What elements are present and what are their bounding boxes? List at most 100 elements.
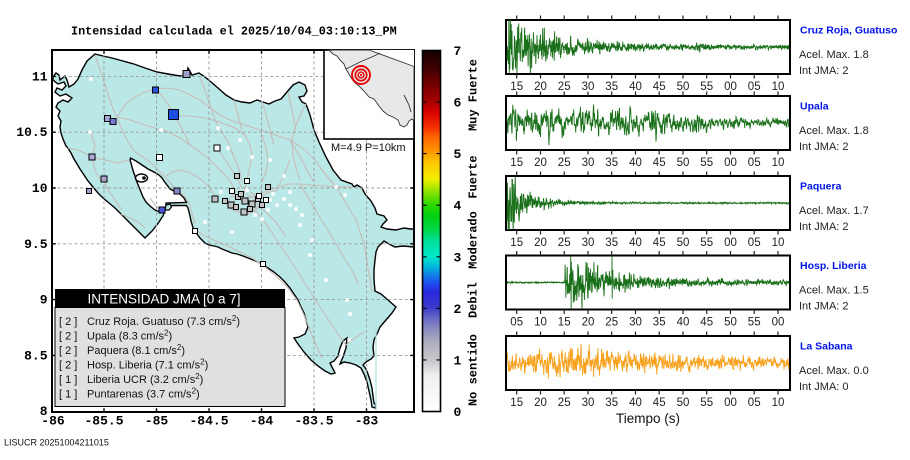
svg-text:55: 55 <box>700 397 713 409</box>
svg-text:45: 45 <box>653 397 666 409</box>
svg-text:40: 40 <box>677 317 690 329</box>
svg-text:-85: -85 <box>145 414 169 429</box>
svg-text:-85.5: -85.5 <box>84 414 123 429</box>
svg-text:15: 15 <box>510 397 523 409</box>
svg-text:LISUCR 20251004211015: LISUCR 20251004211015 <box>4 438 109 448</box>
svg-text:8.5: 8.5 <box>24 348 48 363</box>
svg-text:[ 2 ]: [ 2 ] <box>59 331 77 343</box>
svg-text:40: 40 <box>629 157 642 169</box>
svg-text:Int JMA: 0: Int JMA: 0 <box>799 381 849 393</box>
svg-text:7: 7 <box>454 44 462 59</box>
svg-text:05: 05 <box>748 81 761 93</box>
svg-text:No sentido: No sentido <box>467 334 481 406</box>
svg-text:35: 35 <box>605 397 618 409</box>
svg-text:Acel. Max. 1.7: Acel. Max. 1.7 <box>799 205 869 217</box>
svg-text:50: 50 <box>677 237 690 249</box>
svg-text:Acel. Max. 0.0: Acel. Max. 0.0 <box>799 365 869 377</box>
svg-text:4: 4 <box>454 199 462 214</box>
svg-text:Liberia UCR (3.2 cm/s2): Liberia UCR (3.2 cm/s2) <box>87 372 203 386</box>
svg-text:35: 35 <box>605 237 618 249</box>
svg-text:05: 05 <box>748 157 761 169</box>
svg-text:25: 25 <box>605 317 618 329</box>
svg-text:30: 30 <box>582 397 595 409</box>
svg-text:50: 50 <box>677 157 690 169</box>
svg-text:6: 6 <box>454 96 462 111</box>
svg-text:00: 00 <box>724 397 737 409</box>
svg-text:00: 00 <box>724 81 737 93</box>
svg-text:15: 15 <box>558 317 571 329</box>
svg-text:10: 10 <box>772 397 785 409</box>
svg-text:M=4.9 P=10km: M=4.9 P=10km <box>331 142 406 154</box>
svg-text:Cruz Roja, Guatuso: Cruz Roja, Guatuso <box>800 25 897 37</box>
svg-text:9: 9 <box>40 293 48 308</box>
svg-text:00: 00 <box>724 157 737 169</box>
svg-text:-84.5: -84.5 <box>189 414 228 429</box>
svg-text:20: 20 <box>534 81 547 93</box>
svg-text:45: 45 <box>653 157 666 169</box>
svg-text:Hosp. Liberia (7.1 cm/s2): Hosp. Liberia (7.1 cm/s2) <box>87 358 208 372</box>
svg-text:Acel. Max. 1.5: Acel. Max. 1.5 <box>799 285 869 297</box>
svg-text:05: 05 <box>748 237 761 249</box>
svg-text:[ 2 ]: [ 2 ] <box>59 316 77 328</box>
svg-text:30: 30 <box>582 81 595 93</box>
svg-text:20: 20 <box>534 237 547 249</box>
svg-text:45: 45 <box>700 317 713 329</box>
svg-text:40: 40 <box>629 237 642 249</box>
svg-text:15: 15 <box>510 237 523 249</box>
svg-text:35: 35 <box>605 81 618 93</box>
svg-text:11: 11 <box>32 69 48 84</box>
svg-text:Hosp. Liberia: Hosp. Liberia <box>800 260 867 272</box>
svg-text:Upala (8.3 cm/s2): Upala (8.3 cm/s2) <box>87 329 172 343</box>
svg-text:20: 20 <box>582 317 595 329</box>
svg-text:15: 15 <box>510 157 523 169</box>
svg-text:1: 1 <box>454 353 462 368</box>
svg-text:Fuerte: Fuerte <box>467 155 481 198</box>
svg-text:Acel. Max. 1.8: Acel. Max. 1.8 <box>799 125 869 137</box>
svg-text:00: 00 <box>724 237 737 249</box>
svg-text:25: 25 <box>558 237 571 249</box>
svg-text:10: 10 <box>32 181 48 196</box>
svg-text:25: 25 <box>558 397 571 409</box>
svg-text:3: 3 <box>454 250 462 265</box>
svg-text:[ 2 ]: [ 2 ] <box>59 345 77 357</box>
svg-text:Puntarenas (3.7 cm/s2): Puntarenas (3.7 cm/s2) <box>87 387 200 401</box>
svg-text:Upala: Upala <box>800 101 829 113</box>
svg-text:55: 55 <box>700 81 713 93</box>
svg-text:10: 10 <box>534 317 547 329</box>
svg-text:45: 45 <box>653 237 666 249</box>
svg-text:55: 55 <box>700 237 713 249</box>
svg-text:15: 15 <box>510 81 523 93</box>
svg-text:-83: -83 <box>355 414 379 429</box>
svg-text:10: 10 <box>772 237 785 249</box>
svg-text:50: 50 <box>724 317 737 329</box>
svg-text:10: 10 <box>772 157 785 169</box>
svg-text:2: 2 <box>454 302 462 317</box>
svg-text:Paquera: Paquera <box>800 181 842 193</box>
svg-text:50: 50 <box>677 397 690 409</box>
svg-text:-86: -86 <box>41 414 65 429</box>
svg-text:30: 30 <box>582 157 595 169</box>
svg-text:INTENSIDAD JMA [0 a 7]: INTENSIDAD JMA [0 a 7] <box>87 292 240 307</box>
svg-text:10.5: 10.5 <box>16 125 47 140</box>
svg-text:0: 0 <box>454 405 462 420</box>
svg-text:[ 2 ]: [ 2 ] <box>59 360 77 372</box>
svg-text:Int JMA: 2: Int JMA: 2 <box>799 141 849 153</box>
svg-text:20: 20 <box>534 157 547 169</box>
svg-text:[ 1 ]: [ 1 ] <box>59 389 77 401</box>
svg-text:40: 40 <box>629 81 642 93</box>
svg-text:35: 35 <box>653 317 666 329</box>
svg-text:Intensidad calculada el 2025/1: Intensidad calculada el 2025/10/04_03:10… <box>71 25 397 39</box>
svg-text:5: 5 <box>454 147 462 162</box>
svg-text:Tiempo (s): Tiempo (s) <box>616 411 680 426</box>
svg-text:[ 1 ]: [ 1 ] <box>59 374 77 386</box>
svg-text:00: 00 <box>772 317 785 329</box>
svg-text:30: 30 <box>582 237 595 249</box>
svg-text:Int JMA: 2: Int JMA: 2 <box>799 221 849 233</box>
svg-text:Muy Fuerte: Muy Fuerte <box>467 59 481 131</box>
svg-text:05: 05 <box>510 317 523 329</box>
svg-text:45: 45 <box>653 81 666 93</box>
svg-text:Moderado: Moderado <box>467 211 481 269</box>
svg-text:55: 55 <box>748 317 761 329</box>
svg-text:Int JMA: 2: Int JMA: 2 <box>799 65 849 77</box>
svg-text:9.5: 9.5 <box>24 237 48 252</box>
